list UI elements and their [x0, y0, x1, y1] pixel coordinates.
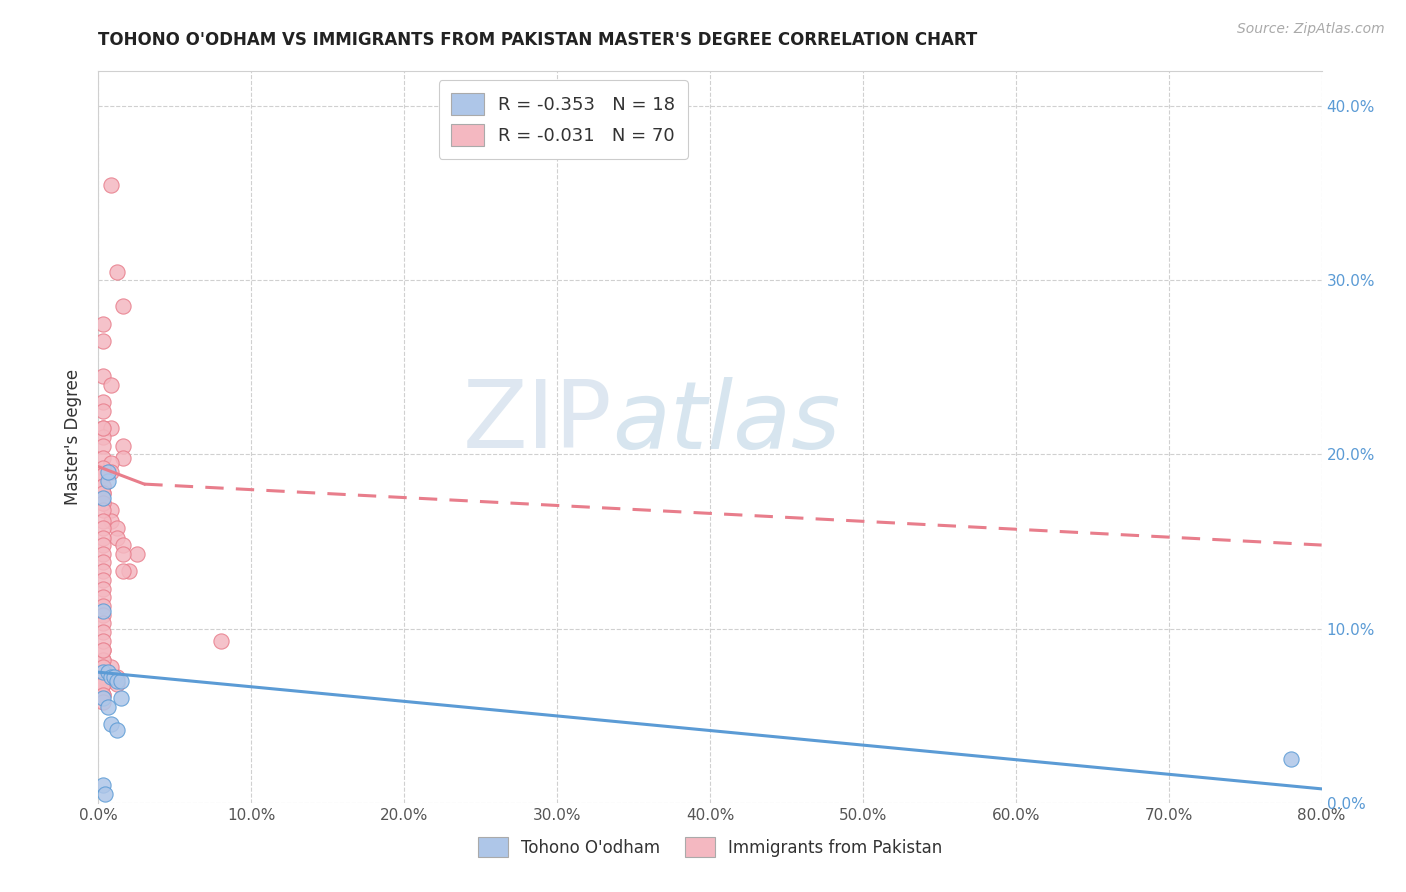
Point: [91, 479, 114, 493]
Point: [91, 395, 114, 409]
Point: [111, 547, 134, 561]
Point: [91, 653, 114, 667]
Point: [91, 653, 114, 667]
Point: [111, 450, 134, 465]
Point: [91, 404, 114, 418]
Point: [91, 369, 114, 384]
Text: atlas: atlas: [612, 377, 841, 468]
Point: [105, 531, 128, 545]
Point: [91, 660, 114, 674]
Point: [91, 468, 114, 483]
Point: [91, 616, 114, 631]
Point: [97, 700, 120, 714]
Point: [91, 503, 114, 517]
Point: [91, 496, 114, 510]
Point: [91, 642, 114, 657]
Point: [105, 265, 128, 279]
Point: [209, 633, 232, 648]
Point: [91, 521, 114, 535]
Point: [91, 547, 114, 561]
Point: [105, 521, 128, 535]
Point: [91, 625, 114, 640]
Point: [111, 439, 134, 453]
Point: [105, 670, 128, 684]
Point: [110, 673, 132, 688]
Point: [91, 660, 114, 674]
Point: [91, 485, 114, 500]
Y-axis label: Master's Degree: Master's Degree: [65, 369, 83, 505]
Point: [100, 377, 122, 392]
Point: [91, 450, 114, 465]
Point: [1279, 752, 1302, 766]
Point: [91, 677, 114, 691]
Point: [100, 465, 122, 479]
Point: [91, 421, 114, 435]
Point: [91, 591, 114, 605]
Point: [91, 670, 114, 684]
Point: [100, 421, 122, 435]
Point: [91, 485, 114, 500]
Point: [91, 695, 114, 709]
Point: [91, 691, 114, 706]
Point: [91, 479, 114, 493]
Point: [100, 178, 122, 192]
Point: [91, 607, 114, 622]
Point: [125, 547, 148, 561]
Point: [105, 677, 128, 691]
Point: [118, 564, 141, 578]
Point: [111, 538, 134, 552]
Point: [91, 514, 114, 528]
Point: [100, 660, 122, 674]
Point: [91, 642, 114, 657]
Point: [91, 582, 114, 596]
Point: [91, 461, 114, 475]
Point: [91, 573, 114, 587]
Point: [100, 514, 122, 528]
Point: [105, 723, 128, 737]
Point: [111, 564, 134, 578]
Point: [91, 439, 114, 453]
Point: [91, 599, 114, 613]
Point: [91, 468, 114, 483]
Text: Source: ZipAtlas.com: Source: ZipAtlas.com: [1237, 22, 1385, 37]
Point: [91, 778, 114, 792]
Point: [100, 456, 122, 470]
Point: [91, 677, 114, 691]
Point: [91, 538, 114, 552]
Text: ZIP: ZIP: [463, 376, 612, 468]
Point: [103, 670, 125, 684]
Point: [97, 465, 120, 479]
Point: [100, 670, 122, 684]
Point: [91, 334, 114, 349]
Point: [91, 531, 114, 545]
Point: [91, 491, 114, 505]
Point: [91, 556, 114, 570]
Point: [100, 717, 122, 731]
Point: [100, 503, 122, 517]
Point: [91, 665, 114, 680]
Point: [110, 691, 132, 706]
Point: [91, 604, 114, 618]
Point: [91, 688, 114, 702]
Point: [97, 474, 120, 488]
Text: TOHONO O'ODHAM VS IMMIGRANTS FROM PAKISTAN MASTER'S DEGREE CORRELATION CHART: TOHONO O'ODHAM VS IMMIGRANTS FROM PAKIST…: [98, 31, 977, 49]
Point: [97, 665, 120, 680]
Point: [91, 430, 114, 444]
Point: [111, 300, 134, 314]
Point: [91, 633, 114, 648]
Point: [91, 688, 114, 702]
Point: [91, 677, 114, 691]
Point: [91, 317, 114, 331]
Point: [91, 496, 114, 510]
Point: [91, 421, 114, 435]
Point: [93, 787, 115, 801]
Point: [91, 564, 114, 578]
Legend: Tohono O'odham, Immigrants from Pakistan: Tohono O'odham, Immigrants from Pakistan: [471, 830, 949, 864]
Point: [105, 673, 128, 688]
